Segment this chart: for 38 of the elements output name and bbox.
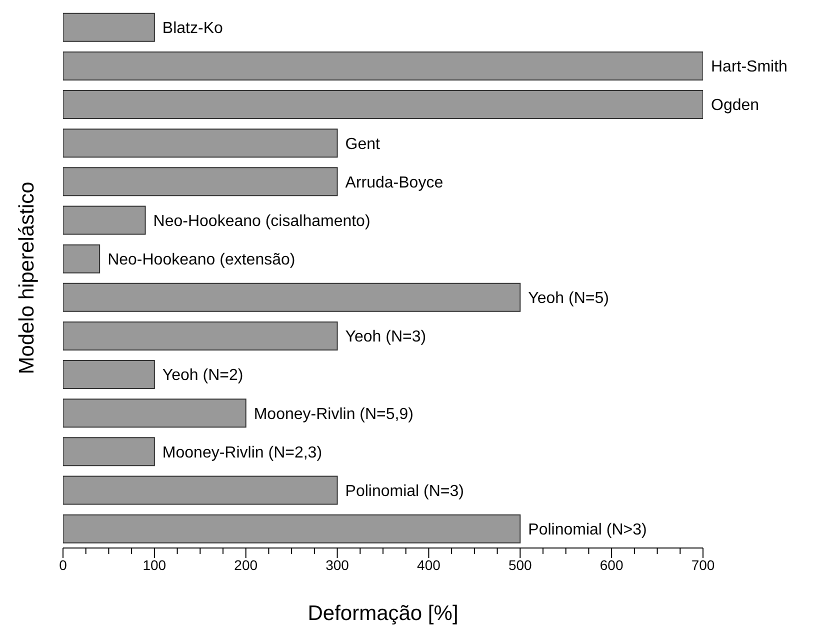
x-tick-label: 500 [508, 557, 532, 573]
bar [63, 360, 155, 390]
x-tick-label: 400 [417, 557, 441, 573]
y-tick-label: Neo-Hookeano (cisalhamento) [153, 212, 370, 230]
y-tick-label: Gent [345, 136, 381, 153]
x-tick-label: 100 [142, 557, 166, 573]
y-tick-label: Neo-Hookeano (extensão) [108, 252, 296, 269]
bar [63, 244, 100, 274]
y-tick-label: Polinomial (N>3) [528, 522, 647, 539]
bar [63, 12, 155, 42]
bar [63, 167, 338, 196]
y-tick-label: Arruda-Boyce [345, 174, 444, 192]
y-tick-label: Ogden [711, 97, 760, 114]
bar [63, 321, 338, 350]
bar [63, 206, 146, 235]
x-tick-label: 600 [600, 557, 624, 573]
bar [63, 90, 703, 120]
bar [63, 437, 155, 466]
bar [63, 476, 338, 505]
y-tick-label: Mooney-Rivlin (N=2,3) [162, 444, 322, 462]
y-tick-label: Polinomial (N=3) [345, 482, 464, 500]
y-tick-label: Yeoh (N=3) [345, 328, 426, 346]
y-tick-label: Hart-Smith [711, 58, 788, 76]
bar [63, 51, 703, 80]
y-tick-label: Yeoh (N=2) [162, 367, 244, 384]
bar [63, 514, 521, 544]
y-tick-label: Mooney-Rivlin (N=5,9) [254, 406, 414, 423]
bar [63, 398, 246, 428]
x-tick-label: 0 [59, 557, 68, 573]
x-tick-label: 300 [326, 557, 350, 573]
x-tick-label: 200 [234, 557, 258, 573]
y-tick-label: Yeoh (N=5) [528, 290, 609, 308]
y-tick-label: Blatz-Ko [162, 20, 223, 38]
x-axis-title: Deformação [%] [308, 602, 458, 625]
y-axis-title: Modelo hiperelástico [15, 182, 38, 374]
bar [63, 282, 521, 312]
x-tick-label: 700 [691, 557, 715, 573]
bar [63, 128, 338, 158]
